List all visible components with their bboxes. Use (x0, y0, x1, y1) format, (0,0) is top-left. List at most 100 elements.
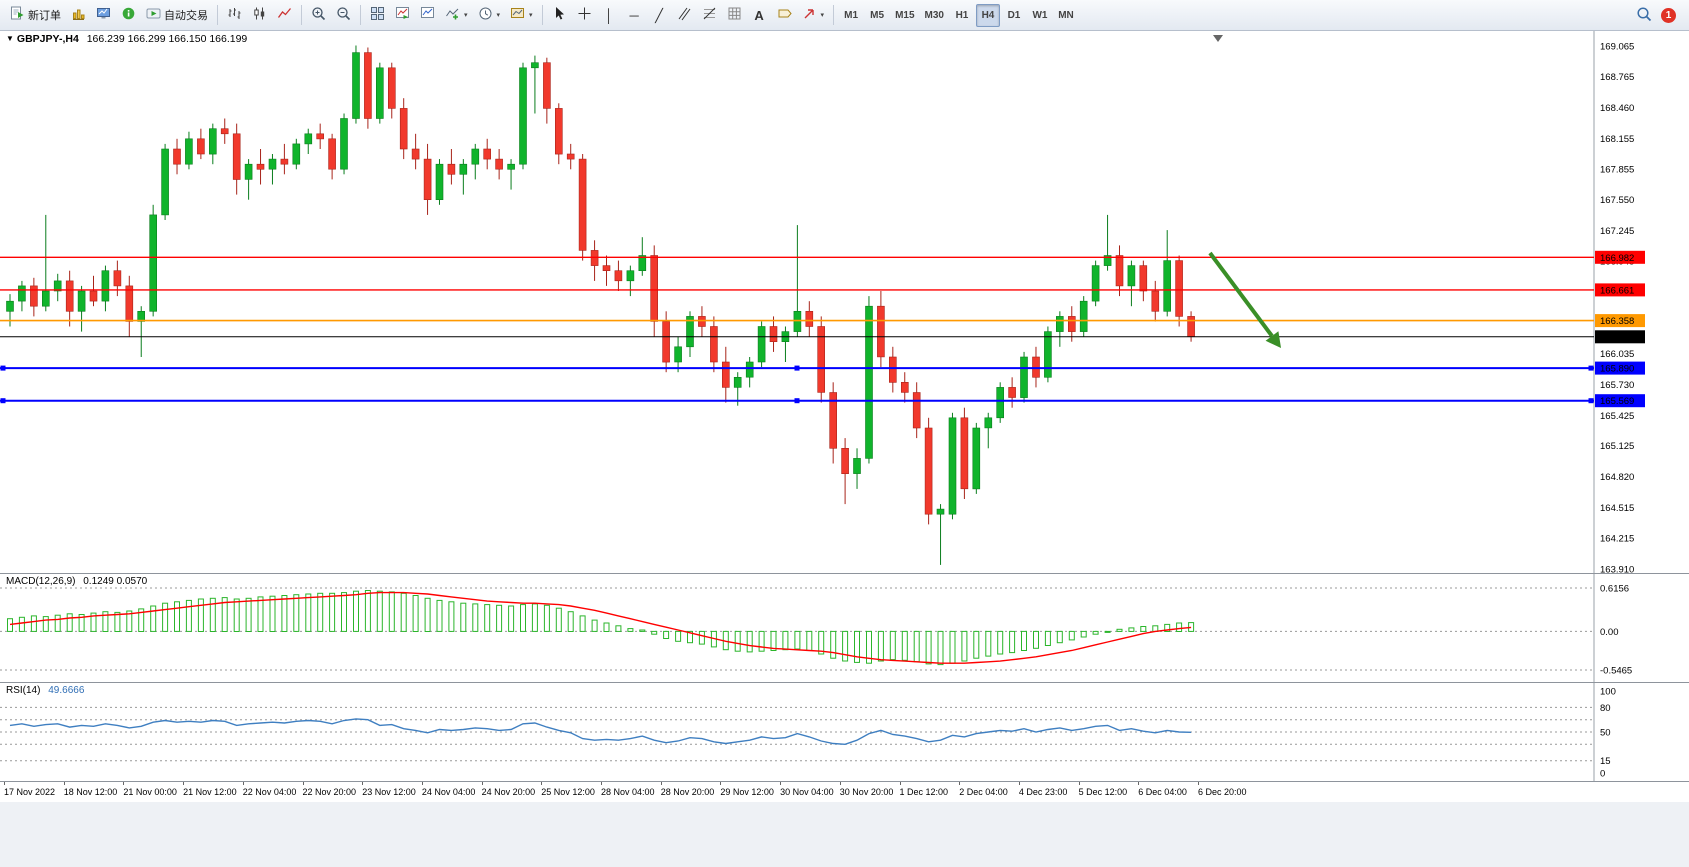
candle-body (340, 118, 348, 170)
zoom-in-button[interactable] (307, 4, 330, 27)
candle-body (1020, 356, 1028, 398)
candle-body (829, 392, 838, 449)
trendline-button[interactable]: ╱ (648, 4, 671, 27)
auto-trading-button[interactable]: 自动交易 (142, 4, 212, 27)
chart-shift-marker-icon[interactable] (1213, 35, 1223, 42)
macd-panel[interactable]: 0.6156 0.00 -0.5465 MACD(12,26,9) 0.1249 0… (0, 573, 1689, 683)
candle-body (1056, 316, 1064, 332)
dropdown-caret-icon: ▾ (820, 12, 825, 19)
zoom-out-button[interactable] (332, 4, 355, 27)
shapes-button[interactable] (723, 4, 746, 27)
candle-body (232, 133, 241, 180)
hline-handle[interactable] (0, 365, 6, 371)
time-axis-label: 21 Nov 12:00 (183, 787, 237, 797)
market-watch-button[interactable] (92, 4, 115, 27)
data-window-button[interactable] (117, 4, 140, 27)
new-order-button[interactable]: 新订单 (6, 4, 65, 27)
time-axis-label: 22 Nov 20:00 (302, 787, 357, 797)
text-label-button[interactable] (773, 4, 796, 27)
candlestick-chart-button[interactable] (248, 4, 271, 27)
hline-handle[interactable] (1588, 365, 1594, 371)
timeframe-m30-button[interactable]: M30 (921, 4, 948, 27)
candle-body (519, 67, 527, 165)
time-axis-label: 25 Nov 12:00 (541, 787, 595, 797)
vertical-line-button[interactable]: │ (598, 4, 621, 27)
tile-windows-button[interactable] (366, 4, 389, 27)
timeframe-mn-button[interactable]: MN (1054, 4, 1078, 27)
time-tick (1138, 782, 1140, 785)
candle-body (149, 214, 157, 312)
auto-arrange-button[interactable] (391, 4, 414, 27)
new-chart-button[interactable] (67, 4, 90, 27)
bar-chart-icon (227, 6, 242, 24)
timeframe-m1-button[interactable]: M1 (839, 4, 863, 27)
hline-handle[interactable] (1588, 398, 1594, 404)
sell-arrow-annotation[interactable] (1208, 251, 1274, 338)
zoom-out-icon (336, 6, 351, 24)
toolbar: 新订单 自动交易 ▾ ▾ ▾ │ ─ ╱ A ▾ M1 M5 M15 M30 (0, 0, 1689, 31)
price-chart-canvas[interactable]: 169.065 168.765 168.460 168.155 167.855 167.5… (0, 31, 1689, 573)
bottom-area (0, 802, 1689, 867)
hline-handle[interactable] (0, 398, 6, 404)
timeframe-h1-button[interactable]: H1 (950, 4, 974, 27)
line-chart-button[interactable] (273, 4, 296, 27)
auto-trading-icon (146, 6, 161, 24)
candle-body (912, 392, 921, 429)
candle-body (972, 427, 981, 490)
hline-handle[interactable] (794, 365, 800, 371)
notification-badge[interactable]: 1 (1661, 7, 1676, 23)
horizontal-line-button[interactable]: ─ (623, 4, 646, 27)
hline-handle[interactable] (794, 398, 800, 404)
candle-body (1151, 290, 1160, 312)
time-tick (1198, 782, 1199, 785)
rsi-panel[interactable]: 100 80 50 15 0 RSI(14) 49.6666 (0, 682, 1689, 782)
time-axis-label: 28 Nov 04:00 (601, 787, 655, 797)
candle-body (960, 417, 969, 490)
arrows-button[interactable]: ▾ (798, 4, 829, 27)
time-tick (421, 782, 423, 785)
bar-chart-button[interactable] (223, 4, 246, 27)
search-button[interactable] (1632, 4, 1656, 27)
market-watch-icon (96, 6, 111, 24)
time-axis[interactable]: 17 Nov 2022 18 Nov 12:00 21 Nov 00:00 21 No… (0, 781, 1689, 802)
templates-button[interactable]: ▾ (506, 4, 537, 27)
cursor-button[interactable] (548, 4, 571, 27)
price-chart-panel[interactable]: 169.065 168.765 168.460 168.155 167.855 167.5… (0, 31, 1689, 573)
periods-button[interactable]: ▾ (474, 4, 505, 27)
candle-body (638, 255, 647, 271)
candlestick-series[interactable] (6, 45, 1195, 565)
time-tick (541, 782, 543, 785)
toolbar-separator (301, 5, 302, 25)
candle-body (6, 300, 14, 312)
timeframe-m5-button[interactable]: M5 (865, 4, 889, 27)
candle-body (316, 133, 325, 140)
time-tick (660, 782, 662, 785)
timeframe-m15-button[interactable]: M15 (891, 4, 918, 27)
time-tick (362, 782, 364, 785)
price-axis-label: 163.910 (1600, 565, 1634, 574)
templates-icon (510, 6, 525, 24)
price-axis-label: 164.215 (1600, 534, 1634, 545)
timeframe-h4-button[interactable]: H4 (975, 3, 1000, 27)
auto-trading-label: 自动交易 (164, 10, 208, 22)
timeframe-d1-button[interactable]: D1 (1002, 4, 1026, 27)
crosshair-button[interactable] (573, 4, 596, 27)
time-tick (302, 782, 304, 785)
candle-body (531, 62, 539, 69)
indicators-button[interactable]: ▾ (441, 4, 472, 27)
time-tick (601, 782, 602, 785)
cascade-windows-button[interactable] (416, 4, 439, 27)
candle-body (865, 305, 873, 459)
rsi-canvas[interactable]: 100 80 50 15 0 (0, 683, 1689, 782)
price-tag-label: 165.890 (1600, 364, 1634, 375)
time-axis-label: 30 Nov 20:00 (839, 787, 894, 797)
candle-body (423, 158, 432, 201)
text-button[interactable]: A (748, 4, 771, 27)
trendline-icon: ╱ (655, 7, 663, 23)
channel-button[interactable] (673, 4, 696, 27)
macd-canvas[interactable]: 0.6156 0.00 -0.5465 (0, 574, 1689, 683)
timeframe-w1-button[interactable]: W1 (1028, 4, 1052, 27)
fibonacci-button[interactable] (698, 4, 721, 27)
time-tick (242, 782, 244, 785)
candle-body (1175, 260, 1183, 317)
